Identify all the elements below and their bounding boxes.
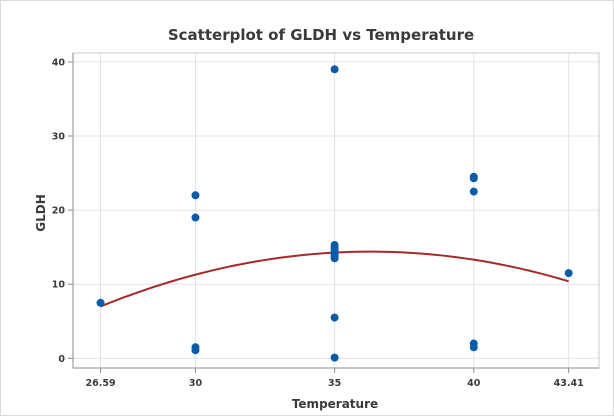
- data-point: [191, 346, 200, 355]
- data-points: [96, 65, 573, 362]
- data-point: [330, 254, 339, 263]
- y-axis-label: GLDH: [34, 194, 48, 232]
- x-tick-label: 35: [328, 378, 341, 389]
- x-tick-label: 40: [467, 378, 481, 389]
- data-point: [469, 343, 478, 352]
- x-axis-label: Temperature: [292, 397, 378, 411]
- y-tick-label: 10: [52, 280, 66, 291]
- x-tick-label: 26.59: [86, 378, 116, 389]
- y-tick-label: 0: [58, 354, 65, 365]
- x-tick-label: 30: [189, 378, 203, 389]
- axes: 26.59 30 35 40 43.41 0 10 20 30 40: [52, 53, 599, 389]
- data-point: [191, 213, 200, 222]
- data-point: [330, 65, 339, 74]
- data-point: [96, 298, 105, 307]
- chart-title: Scatterplot of GLDH vs Temperature: [168, 26, 474, 44]
- data-point: [564, 269, 573, 278]
- data-point: [469, 187, 478, 196]
- data-point: [469, 174, 478, 183]
- y-tick-label: 20: [52, 206, 66, 217]
- data-point: [330, 313, 339, 322]
- y-tick-label: 40: [52, 57, 66, 68]
- x-tick-label: 43.41: [554, 378, 584, 389]
- data-point: [330, 353, 339, 362]
- y-tick-label: 30: [52, 132, 66, 143]
- data-point: [191, 191, 200, 200]
